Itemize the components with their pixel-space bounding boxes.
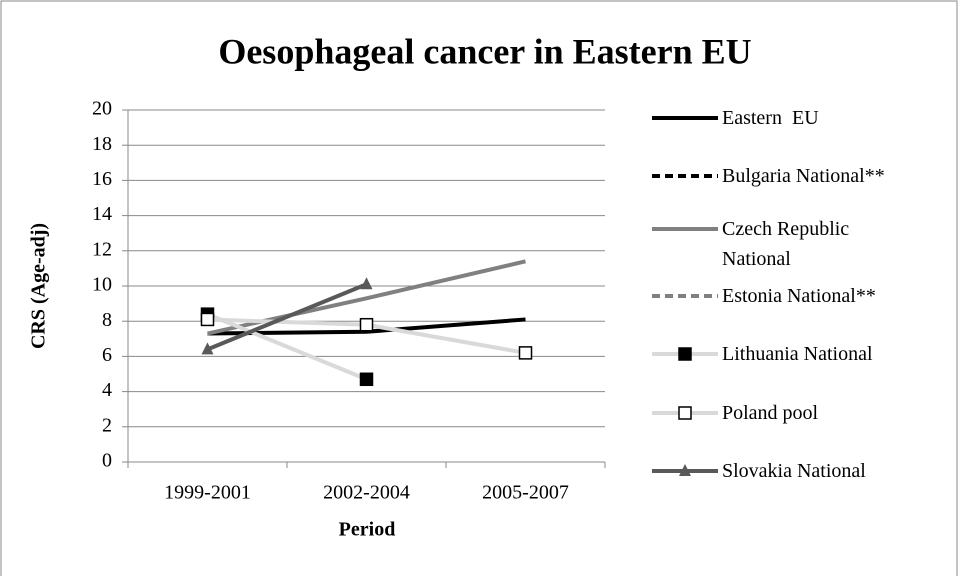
y-tick-label: 18 <box>92 133 112 155</box>
series-line <box>206 312 368 382</box>
y-tick-label: 14 <box>92 203 112 225</box>
legend-label: Estonia National** <box>722 285 876 307</box>
y-tick-label: 6 <box>102 344 112 366</box>
legend-label: Poland pool <box>722 402 819 424</box>
data-point <box>360 277 373 290</box>
chart-title: Oesophageal cancer in Eastern EU <box>218 31 751 71</box>
y-tick-label: 2 <box>102 414 112 436</box>
y-axis-label: CRS (Age-adj) <box>28 223 50 349</box>
data-point <box>200 312 215 327</box>
legend-label: Slovakia National <box>722 460 866 482</box>
series-line <box>207 317 526 336</box>
x-tick-label: 2005-2007 <box>482 482 569 504</box>
legend-label: Bulgaria National** <box>722 165 885 187</box>
y-tick-label: 8 <box>102 309 112 331</box>
legend-label: Lithuania National <box>722 343 873 365</box>
legend-label: Eastern EU <box>722 107 819 129</box>
legend-marker <box>679 464 691 476</box>
y-tick-label: 4 <box>102 379 112 401</box>
x-tick-label: 2002-2004 <box>323 482 410 504</box>
y-tick-label: 20 <box>92 98 112 120</box>
y-tick-label: 16 <box>92 168 112 190</box>
data-point <box>359 317 374 332</box>
y-tick-label: 12 <box>92 238 112 260</box>
legend-label: Czech Republic National <box>722 218 855 270</box>
data-point <box>359 372 374 387</box>
series-line <box>206 282 368 352</box>
x-tick-label: 1999-2001 <box>164 482 251 504</box>
data-point <box>518 346 533 360</box>
y-tick-label: 10 <box>92 274 112 296</box>
x-axis-label: Period <box>339 519 396 541</box>
legend-marker <box>678 347 692 361</box>
y-tick-label: 0 <box>102 450 112 472</box>
data-point <box>201 342 214 355</box>
legend-marker <box>678 406 692 420</box>
